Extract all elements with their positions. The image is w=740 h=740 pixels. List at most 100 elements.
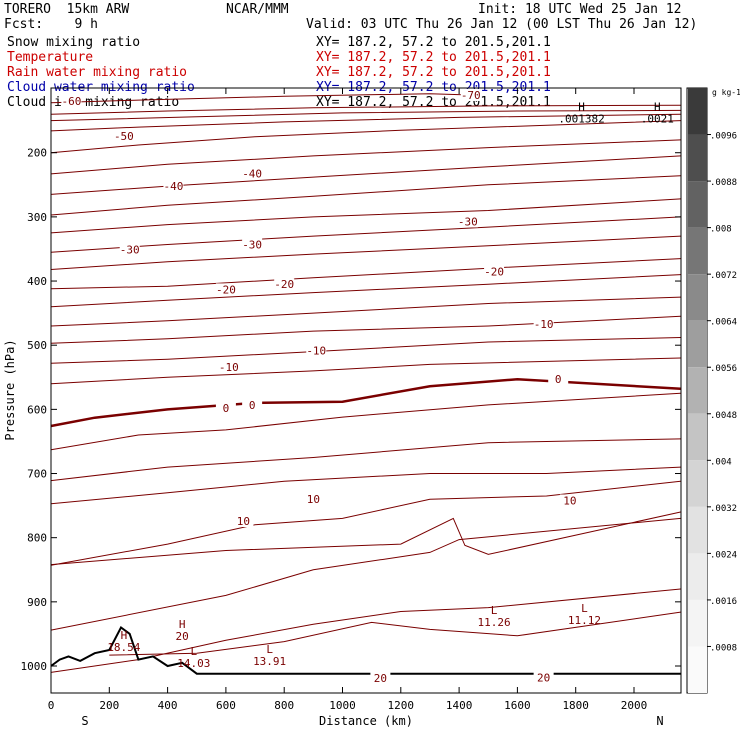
label-mask: [460, 88, 481, 101]
y-tick-label: 900: [27, 596, 47, 609]
colorbar-swatch: [688, 506, 707, 554]
colorbar: .0096 .0088 .008 .0072 .0064 .0056 .0048 .004 .0…: [688, 88, 740, 693]
x-tick-label: 0: [48, 699, 55, 712]
label-mask: [484, 265, 505, 278]
isotherm-label: -10: [306, 344, 326, 357]
x-tick-label: 1400: [446, 699, 473, 712]
isotherm-label: 10: [307, 493, 320, 506]
isotherm-label: -30: [242, 238, 262, 251]
zero-isotherm: [50, 377, 681, 428]
colorbar-label: .0048: [710, 411, 737, 421]
isotherm-label: -10: [534, 318, 554, 331]
field-name-temperature: Temperature: [7, 50, 94, 65]
init-time: Init: 18 UTC Wed 25 Jan 12: [478, 2, 682, 17]
isotherm-line: [50, 120, 681, 154]
label-mask: [163, 180, 184, 193]
label-mask: [119, 243, 140, 256]
extremum-type: L: [191, 645, 198, 658]
extremum-value: .0021: [641, 112, 674, 125]
y-tick-label: 600: [27, 403, 47, 416]
isotherm-label: -70: [461, 89, 481, 102]
label-mask: [533, 671, 554, 684]
label-mask: [457, 215, 478, 228]
terrain-line: [50, 626, 681, 675]
extremum-value: 11.26: [478, 616, 511, 629]
y-tick-label: 700: [27, 468, 47, 481]
north-label: N: [656, 714, 663, 728]
y-tick-label: 300: [27, 211, 47, 224]
extremum-value: .001382: [558, 112, 604, 125]
x-tick-label: 1000: [329, 699, 356, 712]
isotherm-line: [50, 511, 681, 566]
colorbar-swatch: [688, 367, 707, 414]
y-tick-label: 800: [27, 532, 47, 545]
label-mask: [242, 167, 263, 180]
colorbar-label: .0032: [710, 504, 737, 514]
isotherm-line: [50, 216, 681, 253]
isotherm-line: [109, 611, 681, 656]
y-tick-label: 500: [27, 339, 47, 352]
label-mask: [242, 238, 263, 251]
isotherm-line: [50, 296, 681, 327]
isotherm-line: [50, 466, 681, 505]
field-xy-snow: XY= 187.2, 57.2 to 201.5,201.1: [316, 35, 551, 50]
isotherm-label: 0: [223, 402, 230, 415]
x-tick-label: 200: [99, 699, 119, 712]
x-tick-label: 1600: [504, 699, 531, 712]
isotherm-label: -30: [458, 215, 478, 228]
x-tick-label: 600: [216, 699, 236, 712]
label-mask: [242, 398, 263, 411]
forecast-hour: Fcst: 9 h: [4, 17, 98, 32]
isotherm-line: [50, 155, 681, 195]
colorbar-swatch: [688, 553, 707, 600]
org-label: NCAR/MMM: [226, 2, 289, 17]
colorbar-swatch: [688, 460, 707, 507]
colorbar-label: .0024: [710, 550, 737, 560]
label-mask: [61, 94, 82, 107]
isotherm-line: [50, 113, 681, 132]
isotherm-line: [50, 93, 471, 104]
colorbar-units: g kg-1: [712, 88, 740, 97]
colorbar-swatch: [688, 599, 707, 647]
isotherm-line: [50, 258, 681, 290]
isotherm-label: -40: [163, 180, 183, 193]
x-tick-label: 800: [274, 699, 294, 712]
y-tick-label: 200: [27, 147, 47, 160]
label-mask: [215, 283, 236, 296]
isotherm-label: 10: [563, 494, 576, 507]
colorbar-swatch: [688, 134, 707, 182]
label-mask: [215, 402, 236, 415]
x-axis-title: Distance (km): [319, 714, 413, 728]
x-tick-label: 400: [158, 699, 178, 712]
isotherm-label: -50: [114, 130, 134, 143]
field-xy-rain: XY= 187.2, 57.2 to 201.5,201.1: [316, 65, 551, 80]
isotherm-line: [50, 198, 681, 234]
extremum-type: H: [654, 100, 661, 113]
isotherm-label: -30: [120, 244, 140, 257]
colorbar-label: .0008: [710, 643, 737, 653]
isotherm-line: [50, 392, 681, 451]
colorbar-label: .004: [710, 457, 732, 467]
isotherm-label: -60: [61, 95, 81, 108]
isotherm-line: [50, 517, 681, 631]
plot-frame: [50, 87, 682, 694]
model-title: TORERO 15km ARW: [4, 2, 130, 17]
colorbar-swatch: [688, 646, 707, 693]
colorbar-label: .0064: [710, 318, 737, 328]
extremum-value: 14.03: [177, 657, 210, 670]
extremum-type: L: [581, 602, 588, 615]
colorbar-label: .0096: [710, 132, 737, 142]
label-mask: [306, 344, 327, 357]
axes: 0 200 400 600 800 1000 1200 1400 1600 1800 2000200…: [3, 88, 681, 728]
extremum-type: L: [491, 604, 498, 617]
isotherm-line: [50, 104, 681, 115]
label-mask: [113, 130, 134, 143]
isotherm-label: -20: [216, 283, 236, 296]
field-xy-temperature: XY= 187.2, 57.2 to 201.5,201.1: [316, 50, 551, 65]
isotherm-line: [50, 175, 681, 216]
isotherm-label: -10: [219, 361, 239, 374]
colorbar-swatch: [688, 181, 707, 228]
label-mask: [233, 514, 254, 527]
x-tick-label: 2000: [621, 699, 648, 712]
